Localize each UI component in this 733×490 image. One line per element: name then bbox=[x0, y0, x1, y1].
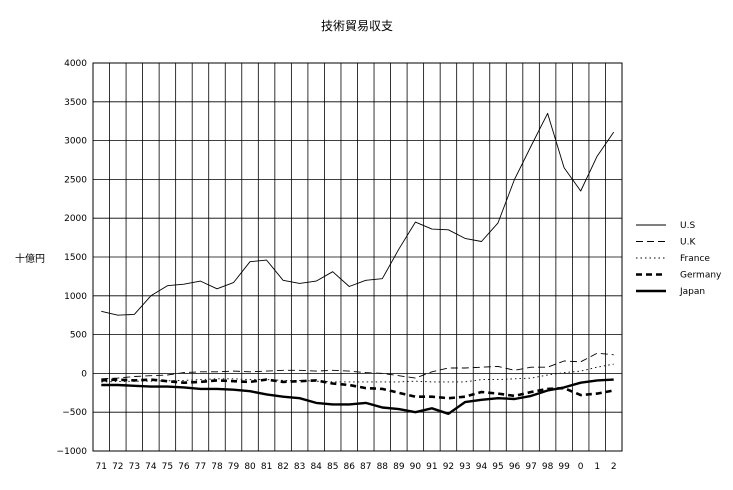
x-tick-label: 80 bbox=[244, 462, 256, 472]
x-tick-label: 84 bbox=[310, 462, 322, 472]
x-tick-label: 92 bbox=[443, 462, 454, 472]
x-tick-label: 90 bbox=[410, 462, 422, 472]
x-tick-label: 0 bbox=[578, 462, 584, 472]
x-tick-label: 89 bbox=[393, 462, 405, 472]
x-tick-label: 95 bbox=[492, 462, 503, 472]
series-line-germany bbox=[101, 378, 614, 400]
x-tick-label: 88 bbox=[377, 462, 389, 472]
series-line-u-k bbox=[101, 352, 614, 380]
y-axis-label: 十億円 bbox=[15, 252, 45, 265]
y-tick-label: 3000 bbox=[64, 137, 87, 147]
x-tick-label: 96 bbox=[509, 462, 521, 472]
plot-area: 4000 3500 3000 2500 2000 1500 1000 500 0 −500 −100… bbox=[57, 59, 623, 472]
x-tick-label: 72 bbox=[112, 462, 123, 472]
legend-label-france: France bbox=[680, 254, 710, 264]
x-tick-label: 76 bbox=[178, 462, 190, 472]
x-tick-label: 79 bbox=[228, 462, 240, 472]
x-tick-label: 74 bbox=[145, 462, 157, 472]
legend: U.S U.K France Germany Japan bbox=[636, 221, 722, 297]
x-tick-label: 75 bbox=[162, 462, 173, 472]
x-tick-label: 91 bbox=[426, 462, 437, 472]
x-tick-label: 97 bbox=[525, 462, 536, 472]
y-tick-label: 0 bbox=[81, 369, 87, 379]
x-tick-label: 93 bbox=[459, 462, 470, 472]
y-tick-label: 500 bbox=[70, 331, 87, 341]
x-tick-label: 77 bbox=[195, 462, 206, 472]
x-tick-label: 78 bbox=[211, 462, 223, 472]
x-tick-label: 87 bbox=[360, 462, 371, 472]
legend-label-u-k: U.K bbox=[680, 238, 696, 248]
legend-label-germany: Germany bbox=[680, 271, 722, 281]
x-tick-label: 1 bbox=[594, 462, 600, 472]
y-tick-label: 1000 bbox=[64, 292, 87, 302]
y-tick-label: 2000 bbox=[64, 214, 87, 224]
x-tick-label: 73 bbox=[129, 462, 140, 472]
x-tick-label: 99 bbox=[558, 462, 570, 472]
x-tick-label: 83 bbox=[294, 462, 305, 472]
x-tick-label: 82 bbox=[277, 462, 288, 472]
x-tick-label: 98 bbox=[542, 462, 554, 472]
x-tick-label: 85 bbox=[327, 462, 338, 472]
y-tick-label: 1500 bbox=[64, 253, 87, 263]
y-tick-label: −500 bbox=[62, 408, 87, 418]
y-tick-label: 2500 bbox=[64, 175, 87, 185]
x-tick-label: 2 bbox=[611, 462, 617, 472]
series-line-japan bbox=[101, 378, 614, 415]
series-line-u-s bbox=[101, 112, 615, 316]
y-tick-label: 3500 bbox=[64, 98, 87, 108]
y-tick-label: 4000 bbox=[64, 59, 87, 69]
legend-label-japan: Japan bbox=[679, 287, 705, 297]
y-tick-label: −1000 bbox=[57, 447, 88, 457]
x-tick-label: 71 bbox=[96, 462, 107, 472]
x-tick-label: 86 bbox=[344, 462, 356, 472]
chart-title: 技術貿易収支 bbox=[321, 19, 393, 33]
x-tick-label: 81 bbox=[261, 462, 272, 472]
x-tick-label: 94 bbox=[476, 462, 488, 472]
legend-label-u-s: U.S bbox=[680, 221, 695, 231]
